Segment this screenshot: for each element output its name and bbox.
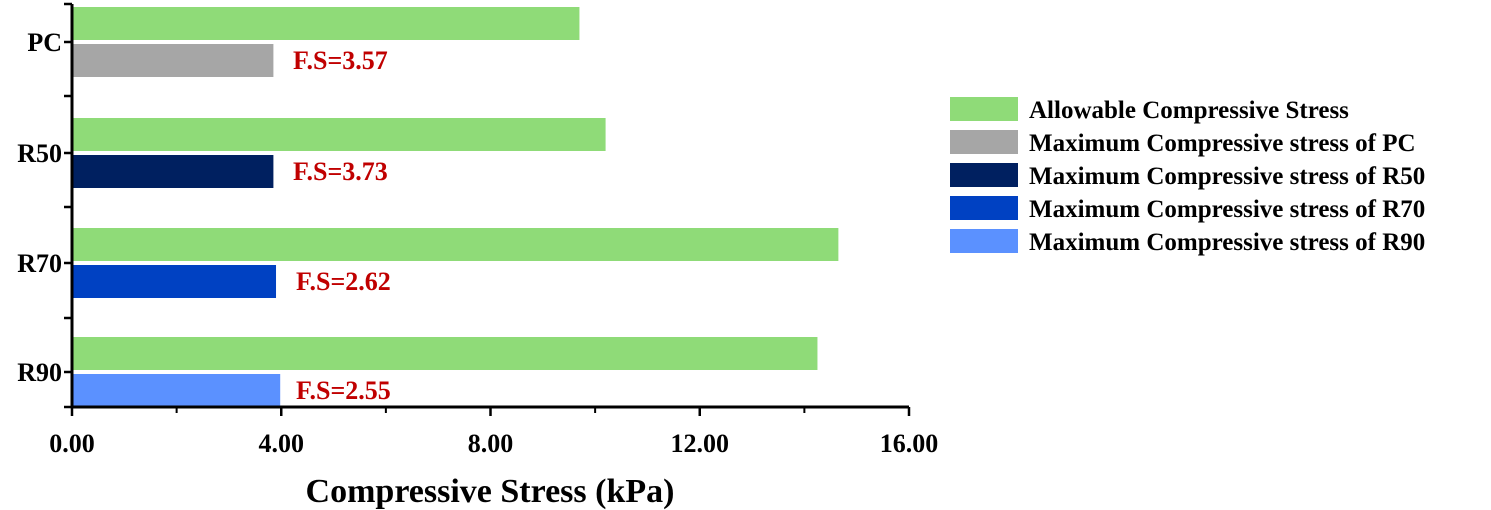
y-tick-label-r70: R70 [17,249,62,278]
bar-max-stress-pc [72,44,274,77]
y-tick-label-pc: PC [27,28,62,57]
legend-swatch [950,97,1018,121]
legend-swatch [950,229,1018,253]
legend-swatch [950,130,1018,154]
legend-label: Maximum Compressive stress of PC [1029,130,1416,157]
ticks-layer: PC R50 R70 R90 0.00 4.00 8.00 12.00 16.00 [17,2,939,458]
bars-layer [72,7,839,407]
fs-label-r70: F.S=2.62 [296,267,391,296]
x-axis-title: Compressive Stress (kPa) [306,473,675,510]
legend-label: Maximum Compressive stress of R70 [1029,196,1425,223]
fs-label-r50: F.S=3.73 [293,157,388,186]
bar-max-stress-r90 [72,374,281,407]
legend-label: Allowable Compressive Stress [1029,97,1349,124]
x-tick-label: 8.00 [468,429,514,458]
legend-label: Maximum Compressive stress of R50 [1029,163,1425,190]
annotations-layer: F.S=3.57 F.S=3.73 F.S=2.62 F.S=2.55 [293,46,391,405]
x-tick-label: 12.00 [671,429,730,458]
bar-max-stress-r70 [72,265,277,298]
legend-label: Maximum Compressive stress of R90 [1029,229,1425,256]
bar-max-stress-r50 [72,155,274,188]
bar-allowable-r70 [72,228,839,261]
bar-allowable-r90 [72,337,818,370]
legend-swatch [950,196,1018,220]
y-tick-label-r50: R50 [17,139,62,168]
bar-allowable-pc [72,7,580,40]
x-tick-label: 16.00 [880,429,939,458]
legend: Allowable Compressive Stress Maximum Comp… [950,97,1425,256]
legend-swatch [950,163,1018,187]
x-tick-label: 0.00 [49,429,95,458]
fs-label-pc: F.S=3.57 [293,46,388,75]
fs-label-r90: F.S=2.55 [296,376,391,405]
bar-allowable-r50 [72,118,606,151]
x-tick-label: 4.00 [259,429,305,458]
y-tick-label-r90: R90 [17,358,62,387]
